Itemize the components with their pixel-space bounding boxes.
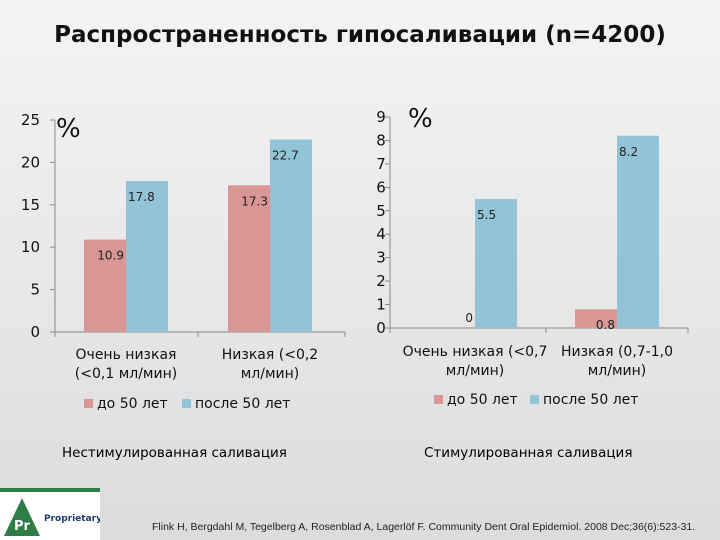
slide-title: Распространенность гипосаливации (n=4200… [54,22,666,48]
chart-1-category-label: Низкая (<0,2 [222,347,318,363]
chart-1-unit-label: % [56,114,81,144]
chart-1-data-label: 17.3 [241,194,268,208]
chart-1-data-label: 10.9 [97,249,124,263]
chart-1-legend-swatch [182,399,191,408]
chart-2-y-tick-label: 3 [376,249,386,267]
chart-2-caption: Стимулированная саливация [424,445,633,461]
chart-1-y-tick-label: 20 [21,153,40,171]
chart-2-y-tick-label: 4 [376,225,386,243]
chart-1-y-tick-label: 5 [30,281,40,299]
chart-1-bar [126,181,168,332]
chart-1-bar [84,239,126,332]
chart-1-data-label: 17.8 [128,190,155,204]
citation: Flink H, Bergdahl M, Tegelberg A, Rosenb… [152,521,696,533]
chart-1-y-tick-label: 10 [21,238,40,256]
chart-1-legend-label: после 50 лет [195,396,290,412]
chart-2-category-label: Низкая (0,7-1,0 [561,344,673,360]
chart-1-legend-swatch [84,399,93,408]
chart-2-y-tick-label: 2 [376,272,386,290]
chart-2-y-tick-label: 7 [376,155,386,173]
chart-2-y-tick-label: 6 [376,178,386,196]
chart-2-data-label: 5.5 [477,208,496,222]
chart-2-y-tick-label: 9 [376,108,386,126]
chart-1-y-tick-label: 25 [21,111,40,129]
chart-2-y-tick-label: 0 [376,319,386,337]
chart-1-y-tick-label: 15 [21,196,40,214]
chart-2-data-label: 8.2 [619,145,638,159]
svg-text:Pr: Pr [14,519,31,534]
chart-2-y-tick-label: 1 [376,296,386,314]
triangle-icon [4,498,40,536]
chart-1-caption: Нестимулированная саливация [62,445,287,461]
chart-1-legend-label: до 50 лет [97,396,168,412]
chart-2-legend-swatch [530,395,539,404]
chart-2-category-label: мл/мин) [446,363,505,379]
chart-2-legend-swatch [434,395,443,404]
chart-1-category-label: Очень низкая [76,347,177,363]
chart-2-bar [617,135,659,328]
chart-2-unit-label: % [408,104,433,134]
chart-1-bar [270,139,312,332]
chart-2-category-label: мл/мин) [588,363,647,379]
proprietary-logo: Pr Proprietary [0,488,100,540]
chart-1-data-label: 22.7 [272,149,299,163]
chart-2-y-tick-label: 5 [376,202,386,220]
chart-1-bar [228,185,270,332]
chart-2-bar [475,199,517,328]
chart-2-legend-label: до 50 лет [447,392,518,408]
chart-1-y-tick-label: 0 [30,323,40,341]
chart-1-category-label: (<0,1 мл/мин) [75,366,177,382]
chart-2-data-label: 0 [465,311,473,325]
chart-2-bar [575,309,617,328]
chart-2-y-tick-label: 8 [376,131,386,149]
chart-2-category-label: Очень низкая (<0,7 [403,344,548,360]
chart-1-category-label: мл/мин) [241,366,300,382]
svg-text:Proprietary: Proprietary [44,514,100,524]
chart-2-legend-label: после 50 лет [543,392,638,408]
chart-2-data-label: 0.8 [596,318,615,332]
